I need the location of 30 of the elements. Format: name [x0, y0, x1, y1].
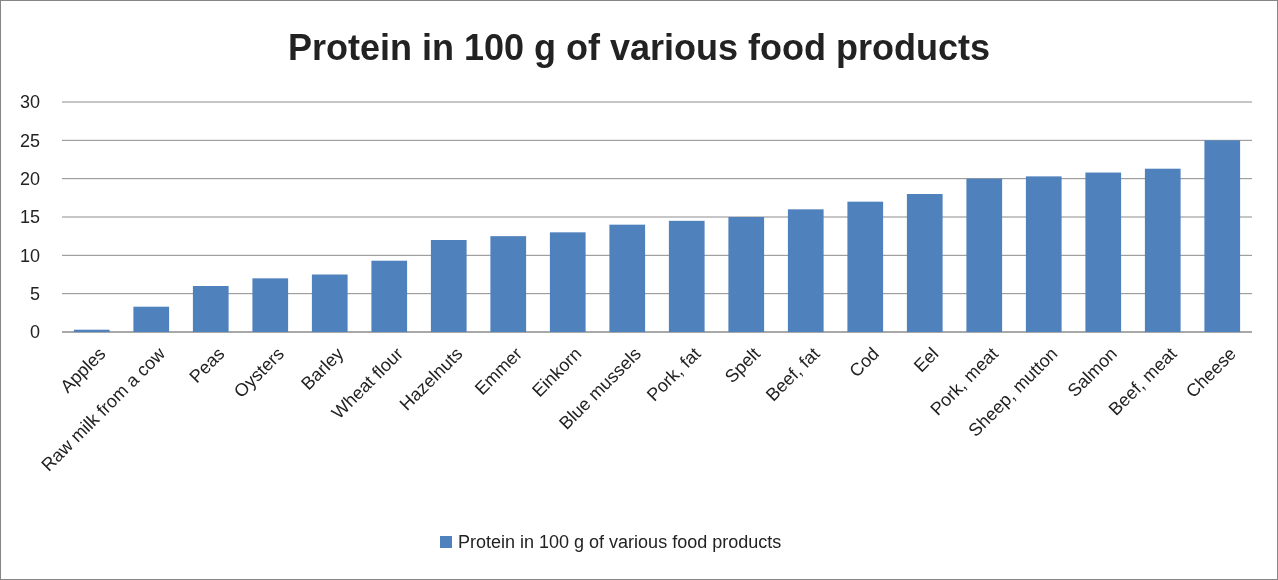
bar [668, 220, 705, 332]
bar [430, 240, 467, 332]
bar [1144, 168, 1181, 332]
x-tick-label: Cod [845, 343, 883, 382]
legend-label: Protein in 100 g of various food products [458, 532, 782, 553]
bar [1204, 140, 1241, 332]
x-tick-label: Eel [909, 343, 943, 377]
bar [311, 274, 348, 332]
chart-title: Protein in 100 g of various food products [287, 27, 991, 68]
bar [252, 278, 289, 332]
y-tick-label: 25 [19, 130, 40, 151]
bar [728, 217, 765, 332]
bar [609, 224, 646, 332]
bar [847, 201, 884, 332]
bar [787, 209, 824, 332]
bar [966, 178, 1003, 332]
bar [1085, 172, 1122, 332]
bar [133, 306, 170, 332]
bar [371, 260, 408, 332]
y-tick-label: 20 [19, 168, 40, 189]
bar [1025, 176, 1062, 332]
y-tick-label: 30 [19, 92, 40, 113]
y-tick-label: 0 [29, 322, 40, 343]
bar [490, 236, 527, 332]
bar [549, 232, 586, 332]
y-tick-label: 5 [29, 283, 40, 304]
y-tick-label: 10 [19, 245, 40, 266]
y-tick-label: 15 [19, 207, 40, 228]
bar [192, 286, 229, 332]
bar [906, 194, 943, 332]
